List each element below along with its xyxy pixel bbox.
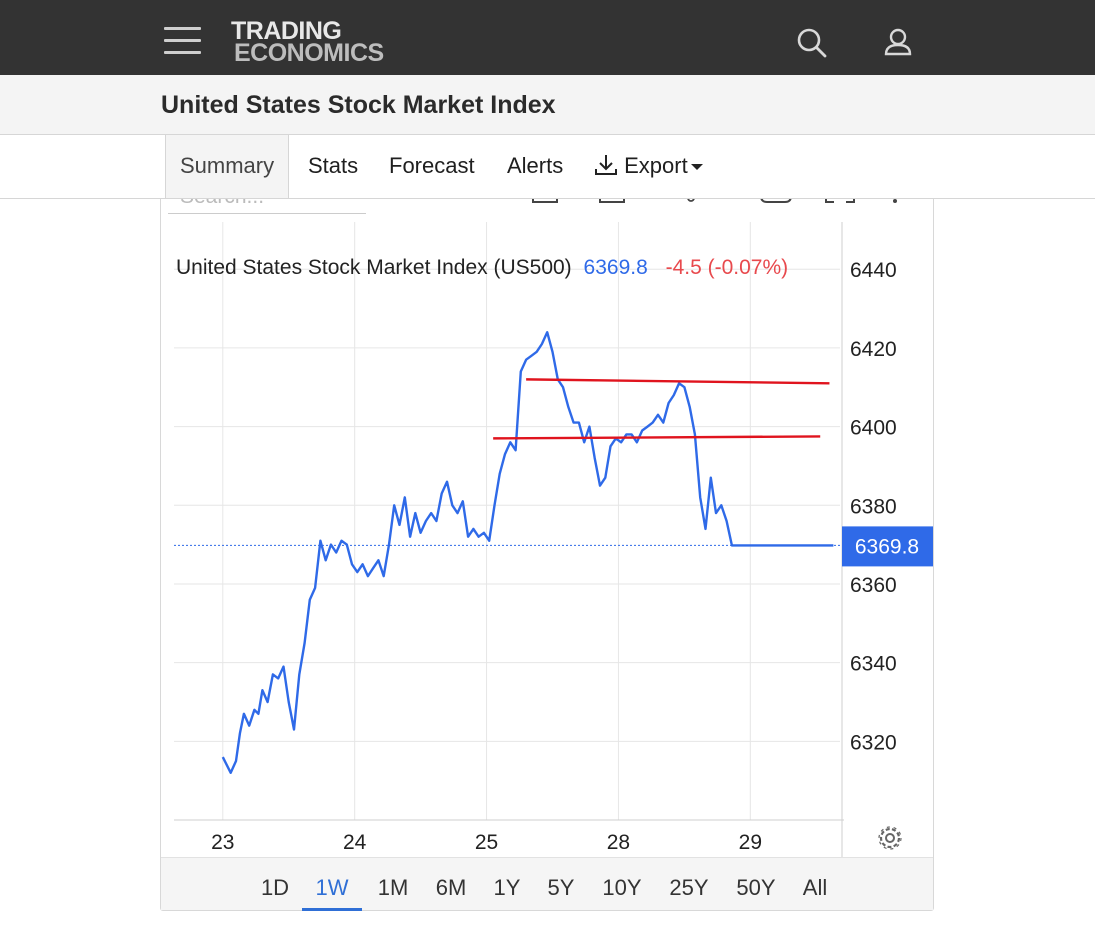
legend-last-value: 6369.8	[584, 256, 648, 279]
range-button-25y[interactable]: 25Y	[669, 875, 709, 900]
y-tick-label: 6360	[850, 574, 897, 597]
x-axis: 23 24 25 28 29	[211, 831, 762, 854]
top-navigation-bar: TRADING ECONOMICS	[0, 0, 1095, 75]
tab-label: Stats	[308, 153, 359, 178]
title-bar: United States Stock Market Index	[0, 75, 1095, 135]
tab-summary[interactable]: Summary	[165, 135, 290, 198]
range-button-all[interactable]: All	[802, 875, 828, 900]
range-button-50y[interactable]: 50Y	[736, 875, 776, 900]
range-button-1d[interactable]: 1D	[260, 875, 290, 900]
chart-type-icon[interactable]	[758, 188, 794, 204]
gear-icon[interactable]	[878, 826, 902, 850]
search-icon[interactable]	[796, 27, 828, 59]
y-tick-label: 6320	[850, 731, 897, 754]
chart-grid	[174, 222, 844, 857]
range-button-6m[interactable]: 6M	[435, 875, 467, 900]
x-tick-label: 24	[343, 831, 367, 854]
page-title: United States Stock Market Index	[161, 91, 556, 119]
x-tick-label: 23	[211, 831, 234, 854]
range-button-1y[interactable]: 1Y	[493, 875, 521, 900]
hamburger-menu-icon[interactable]	[164, 26, 201, 56]
trendlines	[493, 378, 830, 440]
download-icon	[595, 155, 617, 175]
logo-line-1: TRADING	[231, 17, 342, 45]
range-selector: 1D 1W 1M 6M 1Y 5Y 10Y 25Y 50Y All	[161, 857, 933, 911]
chevron-down-icon	[690, 164, 703, 171]
site-logo[interactable]: TRADING ECONOMICS	[231, 17, 384, 67]
y-tick-label: 6420	[850, 338, 897, 361]
tab-label: Export	[624, 153, 688, 178]
chart-legend: United States Stock Market Index (US500)…	[176, 256, 788, 279]
x-tick-label: 28	[607, 831, 630, 854]
tab-label: Forecast	[389, 153, 475, 178]
last-price-badge: 6369.8	[842, 526, 933, 567]
x-tick-label: 25	[475, 831, 498, 854]
y-axis: 6440 6420 6400 6380 6360 6340 6320	[850, 259, 897, 754]
y-tick-label: 6440	[850, 259, 897, 282]
y-tick-label: 6380	[850, 495, 897, 518]
tab-alerts[interactable]: Alerts	[507, 135, 563, 198]
legend-series-name: United States Stock Market Index (US500)	[176, 256, 572, 279]
range-button-1m[interactable]: 1M	[377, 875, 409, 900]
range-button-5y[interactable]: 5Y	[547, 875, 575, 900]
legend-change: -4.5 (-0.07%)	[666, 256, 789, 279]
last-price-label: 6369.8	[855, 535, 919, 558]
price-series-line	[221, 331, 834, 774]
tab-label: Summary	[180, 153, 275, 178]
trendline[interactable]	[493, 435, 821, 440]
more-options-icon[interactable]	[888, 188, 902, 204]
trendline[interactable]	[526, 378, 830, 385]
tab-bar: Summary Stats Forecast Alerts Export	[0, 135, 1095, 199]
y-tick-label: 6400	[850, 417, 897, 440]
tab-stats[interactable]: Stats	[308, 135, 358, 198]
range-button-10y[interactable]: 10Y	[602, 875, 642, 900]
tab-forecast[interactable]: Forecast	[389, 135, 475, 198]
tab-label: Alerts	[507, 153, 564, 178]
tab-export[interactable]: Export	[594, 135, 703, 198]
x-tick-label: 29	[739, 831, 762, 854]
user-icon[interactable]	[882, 27, 914, 59]
logo-line-2: ECONOMICS	[234, 39, 384, 67]
range-button-1w[interactable]: 1W	[302, 858, 362, 911]
y-tick-label: 6340	[850, 653, 897, 676]
